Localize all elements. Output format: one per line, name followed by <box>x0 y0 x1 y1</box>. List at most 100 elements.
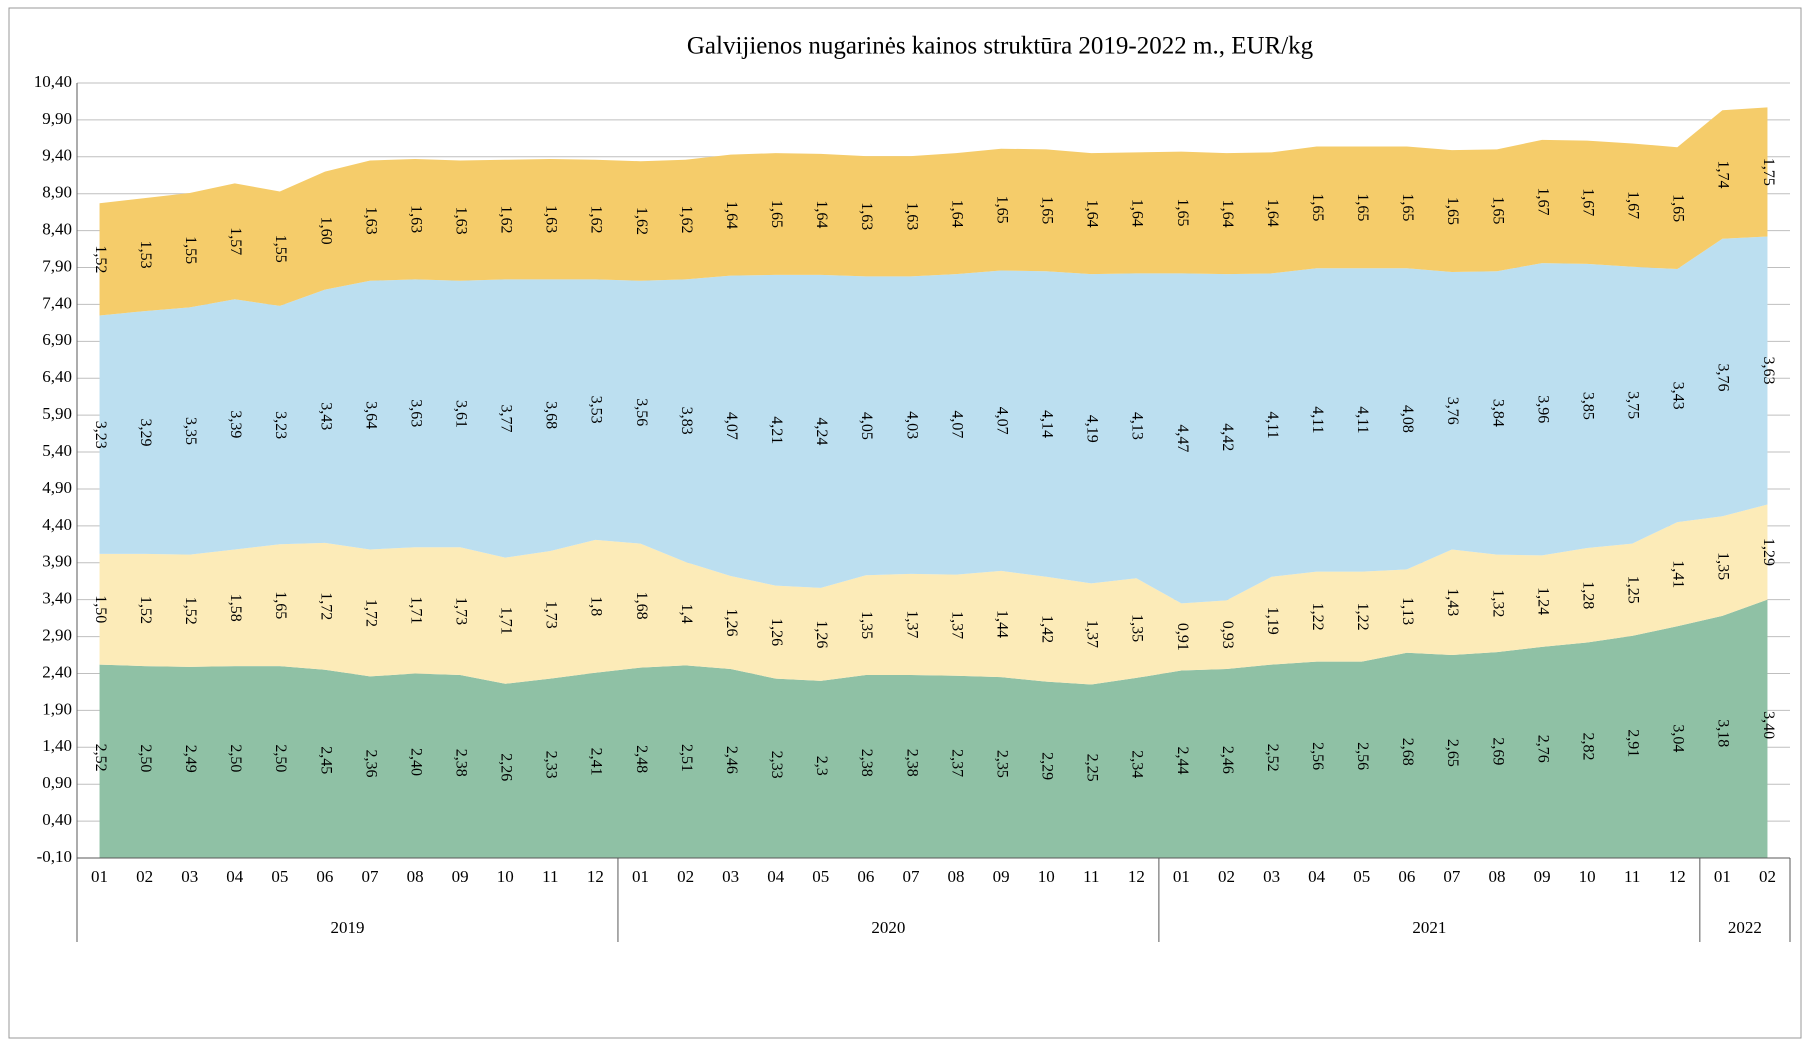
data-label: 2,37 <box>948 749 965 777</box>
data-label: 1,73 <box>543 601 560 629</box>
data-label: 1,63 <box>543 205 560 233</box>
data-label: 1,64 <box>1129 199 1146 227</box>
data-label: 1,42 <box>1039 615 1056 643</box>
data-label: 1,65 <box>993 196 1010 224</box>
data-label: 1,22 <box>1354 603 1371 631</box>
x-group-label: 2019 <box>330 918 364 937</box>
data-label: 1,71 <box>498 607 515 635</box>
data-label: 1,19 <box>1264 607 1281 635</box>
data-label: 3,39 <box>227 410 244 438</box>
data-label: 1,37 <box>1084 620 1101 648</box>
data-label: 2,82 <box>1579 733 1596 761</box>
y-tick-label: 7,40 <box>42 293 72 312</box>
data-label: 1,65 <box>1399 193 1416 221</box>
y-tick-label: 2,90 <box>42 625 72 644</box>
data-label: 1,43 <box>1444 588 1461 616</box>
data-label: 1,26 <box>768 618 785 646</box>
data-label: 1,64 <box>948 200 965 228</box>
data-label: 1,4 <box>678 604 695 624</box>
data-label: 1,72 <box>317 592 334 620</box>
x-tick-label: 11 <box>542 867 558 886</box>
data-label: 2,68 <box>1399 738 1416 766</box>
data-label: 1,73 <box>452 597 469 625</box>
data-label: 2,36 <box>362 750 379 778</box>
x-tick-label: 02 <box>1218 867 1235 886</box>
x-tick-label: 11 <box>1624 867 1640 886</box>
x-tick-label: 02 <box>677 867 694 886</box>
data-label: 1,64 <box>1219 200 1236 228</box>
data-label: 1,35 <box>1715 552 1732 580</box>
x-tick-label: 01 <box>1173 867 1190 886</box>
data-label: 4,11 <box>1354 406 1371 433</box>
data-label: 2,50 <box>137 744 154 772</box>
data-label: 3,77 <box>498 404 515 432</box>
data-label: 2,52 <box>1264 744 1281 772</box>
x-tick-label: 09 <box>1534 867 1551 886</box>
data-label: 1,65 <box>1444 197 1461 225</box>
data-label: 2,65 <box>1444 739 1461 767</box>
data-label: 1,65 <box>1309 193 1326 221</box>
data-label: 3,63 <box>407 399 424 427</box>
x-tick-label: 05 <box>271 867 288 886</box>
y-tick-label: 3,40 <box>42 589 72 608</box>
y-tick-label: 1,40 <box>42 736 72 755</box>
data-label: 1,32 <box>1489 589 1506 617</box>
data-label: 1,65 <box>272 591 289 619</box>
data-label: 1,64 <box>1264 199 1281 227</box>
y-tick-label: 8,40 <box>42 220 72 239</box>
y-tick-label: 6,40 <box>42 367 72 386</box>
data-label: 4,07 <box>948 410 965 438</box>
data-label: 1,55 <box>182 236 199 264</box>
data-label: 3,43 <box>1670 382 1687 410</box>
data-label: 2,3 <box>813 756 830 776</box>
data-label: 3,61 <box>452 400 469 428</box>
data-label: 1,71 <box>407 596 424 624</box>
data-label: 2,50 <box>227 744 244 772</box>
data-label: 1,64 <box>723 201 740 229</box>
y-tick-label: 0,40 <box>42 810 72 829</box>
data-label: 1,63 <box>407 205 424 233</box>
data-label: 1,72 <box>362 599 379 627</box>
y-tick-label: 1,90 <box>42 699 72 718</box>
data-label: 1,29 <box>1760 538 1777 566</box>
y-tick-label: -0,10 <box>37 847 72 866</box>
y-tick-label: 10,40 <box>34 72 72 91</box>
data-label: 2,38 <box>903 749 920 777</box>
x-tick-label: 04 <box>1308 867 1326 886</box>
x-tick-label: 08 <box>948 867 965 886</box>
y-tick-label: 0,90 <box>42 773 72 792</box>
data-label: 1,62 <box>678 206 695 234</box>
data-label: 1,65 <box>1174 199 1191 227</box>
data-label: 2,38 <box>452 749 469 777</box>
data-label: 2,76 <box>1534 735 1551 763</box>
data-label: 3,43 <box>317 402 334 430</box>
data-label: 2,38 <box>858 749 875 777</box>
data-label: 2,25 <box>1084 754 1101 782</box>
data-label: 3,96 <box>1534 395 1551 423</box>
data-label: 4,47 <box>1174 424 1191 452</box>
data-label: 1,37 <box>903 610 920 638</box>
data-label: 3,64 <box>362 401 379 429</box>
x-tick-label: 08 <box>407 867 424 886</box>
data-label: 1,65 <box>768 200 785 228</box>
x-tick-label: 12 <box>587 867 604 886</box>
data-label: 1,53 <box>137 241 154 269</box>
data-label: 1,62 <box>633 207 650 235</box>
x-tick-label: 02 <box>136 867 153 886</box>
data-label: 2,46 <box>1219 746 1236 774</box>
x-tick-label: 08 <box>1488 867 1505 886</box>
data-label: 1,62 <box>498 206 515 234</box>
data-label: 3,76 <box>1715 364 1732 392</box>
y-tick-label: 8,90 <box>42 183 72 202</box>
data-label: 3,35 <box>182 417 199 445</box>
data-label: 1,64 <box>1084 200 1101 228</box>
data-label: 2,46 <box>723 746 740 774</box>
data-label: 4,03 <box>903 411 920 439</box>
data-label: 1,24 <box>1534 587 1551 615</box>
chart-title: Galvijienos nugarinės kainos struktūra 2… <box>687 33 1314 60</box>
data-label: 4,14 <box>1039 410 1056 438</box>
data-label: 4,08 <box>1399 405 1416 433</box>
data-label: 1,57 <box>227 227 244 255</box>
x-tick-label: 05 <box>812 867 829 886</box>
data-label: 3,84 <box>1489 399 1506 427</box>
